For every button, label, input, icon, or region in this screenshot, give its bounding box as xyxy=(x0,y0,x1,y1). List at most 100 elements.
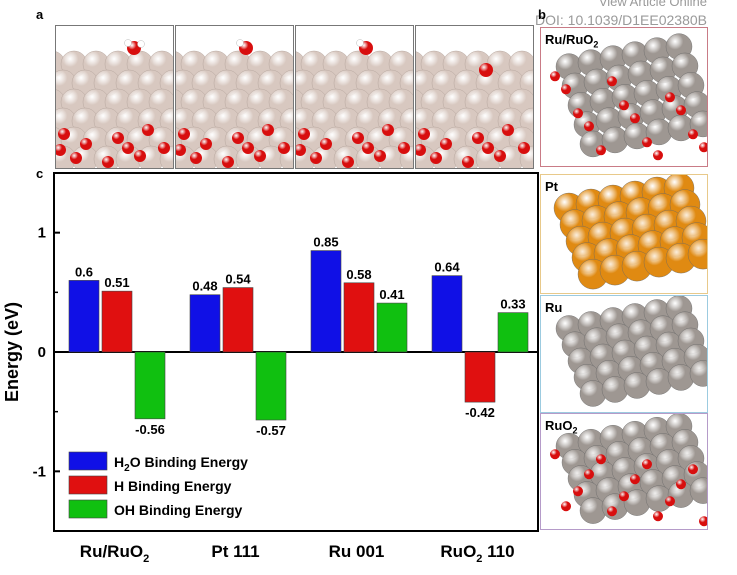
oxygen-atom xyxy=(596,145,606,156)
oxygen-atom xyxy=(642,459,652,470)
oxygen-atom xyxy=(58,128,70,140)
panel-letter-a: a xyxy=(36,7,44,22)
data-label: 0.51 xyxy=(104,275,129,290)
oxygen-atom xyxy=(462,156,474,168)
oxygen-atom xyxy=(232,132,244,144)
oxygen-atom xyxy=(596,454,606,465)
adsorbate-oxygen xyxy=(479,63,493,77)
oxygen-atom xyxy=(619,491,629,502)
legend-label: OH Binding Energy xyxy=(114,502,243,518)
oxygen-atom xyxy=(472,132,484,144)
oxygen-atom xyxy=(653,511,663,522)
oxygen-atom xyxy=(320,138,332,150)
oxygen-atom xyxy=(134,150,146,162)
y-axis-label: Energy (eV) xyxy=(2,302,22,402)
oxygen-atom xyxy=(142,124,154,136)
adsorption-snapshot-1 xyxy=(55,25,174,169)
oxygen-atom xyxy=(665,92,675,103)
oxygen-atom xyxy=(607,76,617,87)
oxygen-atom xyxy=(176,144,186,156)
oxygen-atom xyxy=(112,132,124,144)
bar xyxy=(189,294,221,353)
oxygen-atom xyxy=(178,128,190,140)
oxygen-atom xyxy=(122,142,134,154)
panel-letter-b: b xyxy=(538,7,546,22)
oxygen-atom xyxy=(699,516,707,527)
legend-label: H2O Binding Energy xyxy=(114,454,248,474)
adsorbate-hydrogen xyxy=(137,40,145,48)
oxygen-atom xyxy=(494,150,506,162)
x-tick-label: Ru 001 xyxy=(329,542,385,561)
oxygen-atom xyxy=(296,144,306,156)
oxygen-atom xyxy=(630,113,640,124)
adsorption-snapshot-3 xyxy=(295,25,414,169)
legend-swatch xyxy=(68,475,108,495)
model-panel-ru: Ru xyxy=(540,295,708,413)
data-label: -0.56 xyxy=(135,422,165,437)
doi-text: DOI: 10.1039/D1EE02380B xyxy=(534,12,707,28)
oxygen-atom xyxy=(642,137,652,148)
model-label-ruo2: RuO2 xyxy=(545,418,578,436)
oxygen-atom xyxy=(482,142,494,154)
oxygen-atom xyxy=(262,124,274,136)
x-tick-label: RuO2 110 xyxy=(440,542,514,565)
model-panel-ru-ruo2: Ru/RuO2 xyxy=(540,27,708,167)
oxygen-atom xyxy=(382,124,394,136)
oxygen-atom xyxy=(561,501,571,512)
oxygen-atom xyxy=(619,100,629,111)
oxygen-atom xyxy=(561,84,571,95)
oxygen-atom xyxy=(70,152,82,164)
oxygen-atom xyxy=(607,506,617,517)
oxygen-atom xyxy=(430,152,442,164)
oxygen-atom xyxy=(200,138,212,150)
model-label-ru: Ru xyxy=(545,300,563,315)
data-label: -0.57 xyxy=(256,423,286,438)
model-label-pt: Pt xyxy=(545,179,558,194)
oxygen-atom xyxy=(254,150,266,162)
oxygen-atom xyxy=(688,129,698,140)
oxygen-atom xyxy=(342,156,354,168)
ruthenium-atom xyxy=(689,360,707,387)
oxygen-atom xyxy=(190,152,202,164)
bar xyxy=(255,351,287,421)
oxygen-atom xyxy=(298,128,310,140)
data-label: 0.41 xyxy=(379,287,404,302)
data-label: 0.58 xyxy=(346,267,371,282)
data-label: 0.48 xyxy=(192,279,217,294)
bar xyxy=(310,250,342,353)
data-label: 0.54 xyxy=(225,272,251,287)
oxygen-atom xyxy=(550,71,560,82)
oxygen-atom xyxy=(573,108,583,119)
oxygen-atom xyxy=(502,124,514,136)
oxygen-atom xyxy=(584,469,594,480)
bar xyxy=(101,290,133,353)
oxygen-atom xyxy=(374,150,386,162)
view-article-online-link[interactable]: View Article Online xyxy=(598,0,707,9)
x-tick-label: Ru/RuO2 xyxy=(80,542,149,565)
oxygen-atom xyxy=(242,142,254,154)
oxygen-atom xyxy=(278,142,290,154)
model-panel-ruo2: RuO2 xyxy=(540,413,708,530)
adsorbate-hydrogen xyxy=(124,39,132,47)
oxygen-atom xyxy=(653,150,663,161)
panel-letter-c: c xyxy=(36,166,44,181)
adsorbate-hydrogen xyxy=(356,39,364,47)
oxygen-atom xyxy=(573,486,583,497)
bar xyxy=(464,351,496,403)
oxygen-atom xyxy=(584,121,594,132)
adsorbate-hydrogen xyxy=(236,39,244,47)
x-tick-label: Pt 111 xyxy=(211,542,259,561)
oxygen-atom xyxy=(518,142,530,154)
oxygen-atom xyxy=(158,142,170,154)
oxygen-atom xyxy=(56,144,66,156)
oxygen-atom xyxy=(80,138,92,150)
legend-swatch xyxy=(68,451,108,471)
oxygen-atom xyxy=(362,142,374,154)
y-tick-label: 1 xyxy=(38,225,46,242)
oxygen-atom xyxy=(440,138,452,150)
oxygen-atom xyxy=(699,142,707,153)
model-label-ru-ruo2: Ru/RuO2 xyxy=(545,32,599,50)
oxygen-atom xyxy=(630,474,640,485)
oxygen-atom xyxy=(352,132,364,144)
